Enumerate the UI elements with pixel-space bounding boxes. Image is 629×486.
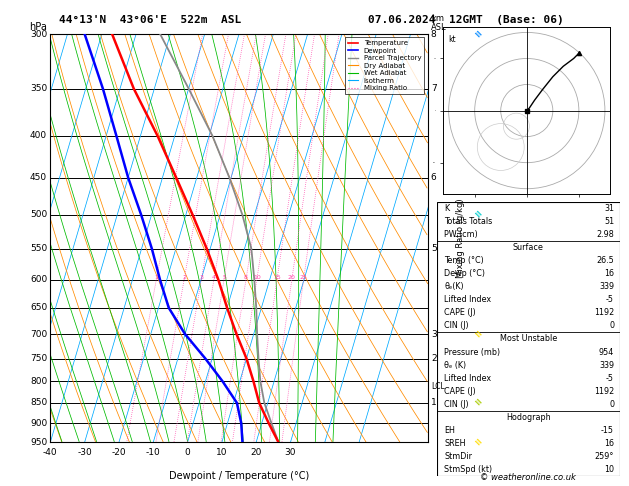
Text: 0: 0: [185, 448, 191, 457]
Text: 2: 2: [431, 354, 437, 363]
Text: 3: 3: [199, 275, 203, 279]
Text: CIN (J): CIN (J): [445, 400, 469, 409]
Text: K: K: [445, 204, 450, 213]
Text: ≡: ≡: [470, 436, 483, 449]
Text: 550: 550: [30, 244, 47, 253]
Text: LCL: LCL: [431, 382, 445, 391]
Text: Temp (°C): Temp (°C): [445, 256, 484, 265]
Text: 500: 500: [30, 210, 47, 220]
Text: 950: 950: [30, 438, 47, 447]
Text: -5: -5: [606, 374, 614, 382]
Text: 1192: 1192: [594, 308, 614, 317]
Legend: Temperature, Dewpoint, Parcel Trajectory, Dry Adiabat, Wet Adiabat, Isotherm, Mi: Temperature, Dewpoint, Parcel Trajectory…: [345, 37, 424, 94]
Text: 0: 0: [609, 321, 614, 330]
Text: 450: 450: [30, 173, 47, 182]
Text: 16: 16: [604, 439, 614, 448]
Text: 6: 6: [431, 173, 437, 182]
Text: -30: -30: [77, 448, 92, 457]
Text: 1192: 1192: [594, 387, 614, 396]
Text: Lifted Index: Lifted Index: [445, 295, 492, 304]
Text: Most Unstable: Most Unstable: [499, 334, 557, 344]
Text: ≡: ≡: [470, 328, 483, 341]
Text: hPa: hPa: [30, 21, 47, 32]
Text: Lifted Index: Lifted Index: [445, 374, 492, 382]
Text: 700: 700: [30, 330, 47, 339]
Text: SREH: SREH: [445, 439, 466, 448]
Text: kt: kt: [448, 35, 456, 44]
Text: 600: 600: [30, 275, 47, 284]
Text: 5: 5: [222, 275, 226, 279]
Text: 900: 900: [30, 418, 47, 428]
Text: 26.5: 26.5: [596, 256, 614, 265]
Text: 0: 0: [609, 400, 614, 409]
Text: 10: 10: [604, 465, 614, 474]
Text: 10: 10: [253, 275, 260, 279]
Text: -10: -10: [146, 448, 160, 457]
Text: -20: -20: [111, 448, 126, 457]
Text: ≡: ≡: [470, 208, 483, 221]
Text: 15: 15: [273, 275, 281, 279]
Text: -5: -5: [606, 295, 614, 304]
Text: 650: 650: [30, 303, 47, 312]
Text: 8: 8: [244, 275, 248, 279]
Text: θₑ (K): θₑ (K): [445, 361, 467, 370]
Text: θₑ(K): θₑ(K): [445, 282, 464, 291]
Text: 300: 300: [30, 30, 47, 38]
Text: 5: 5: [431, 244, 437, 253]
Text: 8: 8: [431, 30, 437, 38]
Text: 25: 25: [299, 275, 308, 279]
Text: 1: 1: [154, 275, 159, 279]
Text: Totals Totals: Totals Totals: [445, 217, 493, 226]
Text: 339: 339: [599, 361, 614, 370]
Text: 1: 1: [431, 399, 437, 407]
Text: 339: 339: [599, 282, 614, 291]
Text: 10: 10: [216, 448, 228, 457]
Text: 20: 20: [250, 448, 262, 457]
Text: CAPE (J): CAPE (J): [445, 387, 476, 396]
Text: 850: 850: [30, 399, 47, 407]
Text: StmDir: StmDir: [445, 452, 472, 461]
Text: © weatheronline.co.uk: © weatheronline.co.uk: [481, 473, 576, 482]
Text: 07.06.2024  12GMT  (Base: 06): 07.06.2024 12GMT (Base: 06): [367, 15, 564, 25]
Text: 800: 800: [30, 377, 47, 386]
Text: Hodograph: Hodograph: [506, 413, 550, 422]
Text: 4: 4: [212, 275, 216, 279]
Text: 7: 7: [431, 84, 437, 93]
Text: Surface: Surface: [513, 243, 544, 252]
Text: -40: -40: [43, 448, 58, 457]
Text: 31: 31: [604, 204, 614, 213]
Text: 259°: 259°: [594, 452, 614, 461]
Text: 16: 16: [604, 269, 614, 278]
Text: 44°13'N  43°06'E  522m  ASL: 44°13'N 43°06'E 522m ASL: [58, 15, 241, 25]
Text: Dewpoint / Temperature (°C): Dewpoint / Temperature (°C): [169, 471, 309, 482]
Text: 2: 2: [182, 275, 186, 279]
Text: -15: -15: [601, 426, 614, 435]
Text: Dewp (°C): Dewp (°C): [445, 269, 486, 278]
Text: 954: 954: [599, 347, 614, 357]
Text: 2.98: 2.98: [596, 230, 614, 239]
Text: 30: 30: [285, 448, 296, 457]
Text: 20: 20: [288, 275, 296, 279]
Text: 350: 350: [30, 84, 47, 93]
Text: EH: EH: [445, 426, 455, 435]
Text: 400: 400: [30, 131, 47, 140]
Text: Mixing Ratio (g/kg): Mixing Ratio (g/kg): [456, 198, 465, 278]
Text: PW (cm): PW (cm): [445, 230, 478, 239]
Text: CAPE (J): CAPE (J): [445, 308, 476, 317]
Text: km
ASL: km ASL: [431, 14, 447, 32]
Text: 750: 750: [30, 354, 47, 363]
Text: Pressure (mb): Pressure (mb): [445, 347, 501, 357]
Text: ≡: ≡: [470, 28, 483, 40]
Text: ≡: ≡: [470, 397, 483, 409]
Text: StmSpd (kt): StmSpd (kt): [445, 465, 493, 474]
Text: 51: 51: [604, 217, 614, 226]
Text: 3: 3: [431, 330, 437, 339]
Text: CIN (J): CIN (J): [445, 321, 469, 330]
